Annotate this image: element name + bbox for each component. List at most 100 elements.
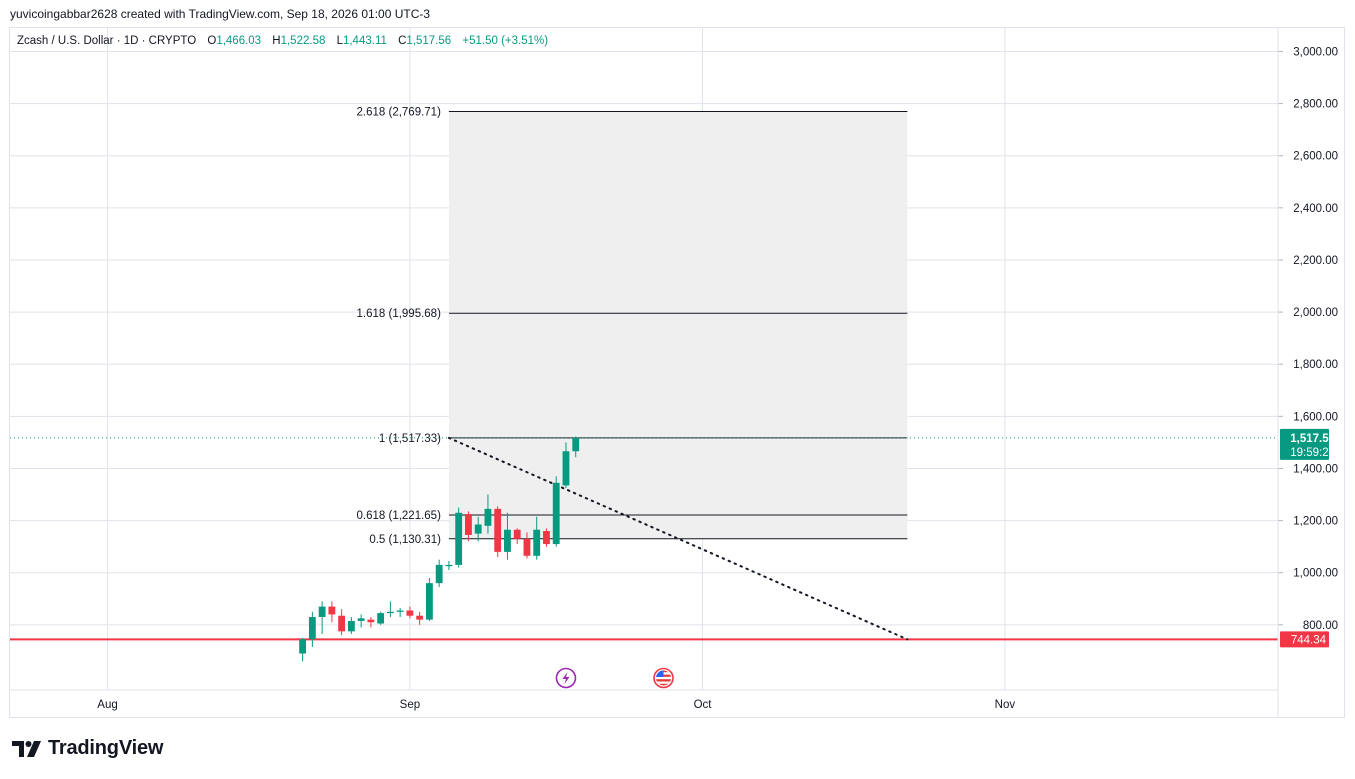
- fib-level-label: 1 (1,517.33): [379, 433, 441, 445]
- us-flag-event-icon: [653, 667, 674, 689]
- candle: [357, 614, 365, 628]
- legend-open-value: 1,466.03: [216, 35, 262, 47]
- legend-change: +51.50 (+3.51%): [462, 35, 549, 47]
- y-tick-label: 1,800.00: [1293, 359, 1338, 371]
- candle: [523, 532, 531, 559]
- y-tick-label: 800.00: [1303, 620, 1338, 632]
- lightning-glyph: [562, 672, 570, 684]
- candle-body: [484, 508, 492, 526]
- candle-body: [386, 611, 394, 614]
- y-tick-label: 1,600.00: [1293, 411, 1338, 423]
- candle-body: [347, 620, 355, 632]
- flag-canton: [656, 670, 664, 677]
- candles-layer: [299, 436, 580, 662]
- candle: [474, 516, 482, 542]
- candle: [308, 611, 316, 647]
- candle-body: [318, 606, 326, 618]
- fib-level-label: 0.618 (1,221.65): [357, 510, 442, 522]
- brand-name: TradingView: [48, 737, 164, 759]
- candle: [455, 507, 463, 568]
- y-tick-label: 2,400.00: [1293, 203, 1338, 215]
- candle: [426, 577, 433, 621]
- x-tick-label: Oct: [694, 699, 713, 711]
- trend-line: [447, 436, 909, 641]
- symbol-legend[interactable]: Zcash / U.S. Dollar · 1D · CRYPTO O1,466…: [17, 35, 548, 47]
- chart-frame: [9, 27, 1345, 718]
- candle-body: [416, 615, 424, 620]
- candle: [377, 611, 385, 625]
- fib-zone: [448, 111, 908, 539]
- candle: [318, 601, 326, 634]
- events-layer: [555, 667, 674, 689]
- author-line: yuvicoingabbar2628 created with TradingV…: [10, 7, 431, 21]
- candle-body: [426, 583, 433, 620]
- y-tick-label: 2,800.00: [1293, 99, 1338, 111]
- candle: [562, 442, 570, 489]
- x-tick-label: Aug: [97, 699, 117, 711]
- tradingview-brand[interactable]: TradingView: [12, 737, 163, 760]
- y-tick-label: 3,000.00: [1293, 46, 1338, 58]
- candle: [533, 516, 541, 560]
- candle: [338, 609, 346, 636]
- y-tick-label: 1,400.00: [1293, 463, 1338, 475]
- fib-level-label: 2.618 (2,769.71): [357, 106, 442, 118]
- support-price-tag: 744.34: [1280, 631, 1329, 648]
- flag-body: [656, 670, 672, 686]
- legend-close-value: 1,517.56: [406, 35, 452, 47]
- candle-body: [377, 613, 385, 624]
- candle-body: [367, 619, 375, 623]
- flag-stripe: [656, 679, 672, 682]
- candle: [406, 606, 414, 619]
- candle: [299, 637, 307, 662]
- fib-level-label: 1.618 (1,995.68): [357, 308, 442, 320]
- candle: [494, 506, 502, 558]
- candle: [513, 528, 521, 545]
- legend-high-label: H: [272, 35, 281, 47]
- candle: [435, 559, 443, 588]
- candle: [328, 601, 336, 623]
- legend-symbol: Zcash / U.S. Dollar · 1D · CRYPTO: [17, 35, 197, 47]
- candle-body: [465, 514, 472, 535]
- last-price-countdown: 19:59:25: [1290, 447, 1335, 459]
- candle-body: [504, 529, 511, 552]
- candle-body: [562, 451, 570, 486]
- flag-stripe: [656, 683, 672, 686]
- legend-low-label: L: [336, 35, 343, 47]
- candle-body: [445, 564, 453, 567]
- legend-high-value: 1,522.58: [280, 35, 326, 47]
- candle-body: [533, 529, 541, 556]
- trend-line-layer: [447, 436, 909, 641]
- fib-level-label: 0.5 (1,130.31): [369, 534, 441, 546]
- candle: [504, 512, 511, 560]
- candle: [445, 560, 453, 571]
- y-tick-label: 2,000.00: [1293, 307, 1338, 319]
- y-tick-label: 1,000.00: [1293, 568, 1338, 580]
- last-price-tag-value: 1,517.56: [1290, 433, 1335, 445]
- candle-body: [543, 531, 550, 545]
- x-tick-label: Nov: [995, 699, 1016, 711]
- legend-low-value: 1,443.11: [342, 35, 387, 47]
- x-tick-label: Sep: [400, 699, 420, 711]
- candle-body: [435, 564, 443, 584]
- candle-body: [299, 639, 307, 654]
- candle: [367, 617, 375, 628]
- legend-close-label: C: [398, 35, 407, 47]
- candle-body: [523, 538, 531, 556]
- candle-body: [396, 610, 404, 612]
- candle: [386, 601, 394, 618]
- candle: [347, 617, 355, 634]
- candle-body: [406, 610, 414, 616]
- candle-body: [474, 524, 482, 534]
- candle: [572, 436, 580, 458]
- flag-stripe: [656, 681, 672, 684]
- legend-open-label: O: [207, 35, 217, 47]
- candle: [416, 611, 424, 625]
- candle-body: [494, 508, 502, 552]
- candle-body: [552, 482, 560, 545]
- lightning-event-icon: [555, 667, 577, 689]
- y-tick-label: 2,200.00: [1293, 255, 1338, 267]
- candle-body: [338, 615, 346, 632]
- last-price-tag-bg: [1280, 428, 1329, 460]
- candle-body: [328, 606, 336, 615]
